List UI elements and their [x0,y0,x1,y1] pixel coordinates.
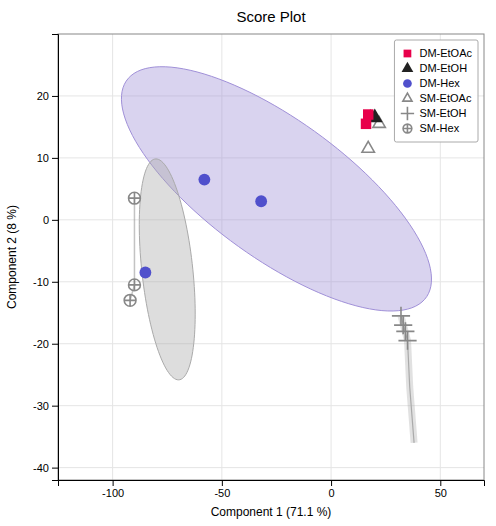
x-axis-tick-mark [113,480,114,486]
y-axis-tick: -40 [33,462,58,474]
x-axis-tick-mark [331,480,332,486]
point [124,294,136,306]
legend-entry: SM-EtOH [401,107,467,120]
x-axis-tick-label: -100 [102,487,124,499]
x-axis-tick-mark [440,480,441,486]
x-axis-tick: -100 [102,480,124,499]
legend-entry: SM-EtOAc [403,92,472,104]
y-axis-line [52,35,59,481]
y-axis: -40 -30 -20 -10 0 10 20 [33,35,58,481]
y-axis-tick-label: 0 [43,214,49,226]
plot-frame [58,34,484,480]
chart: -100-50050-40-30-20-1001020DM-EtOAcDM-Et… [0,0,496,526]
y-axis-tick: -10 [33,276,58,288]
y-axis-tick-mark [52,406,58,407]
legend-label: SM-Hex [419,122,459,134]
x-axis-line [59,481,485,487]
grid [58,34,484,480]
legend-label: DM-EtOAc [419,47,472,59]
y-axis-tick-mark [52,158,58,159]
point [255,195,267,207]
y-axis-tick-label: 10 [37,152,49,164]
y-axis-tick-mark [52,220,58,221]
x-axis-tick: -50 [214,480,230,499]
legend-symbol [403,124,412,133]
point [139,267,151,279]
y-axis-tick-mark [52,282,58,283]
legend-label: DM-EtOH [419,62,467,74]
x-axis-title: Component 1 (71.1 %) [211,505,332,519]
grid-line-y [58,467,484,468]
x-axis-tick-label: 0 [329,487,335,499]
y-axis-tick-label: -40 [33,462,49,474]
y-axis-tick: -30 [33,400,58,412]
grid-line-y [58,343,484,344]
x-axis-tick: 50 [435,480,447,499]
legend-entry: DM-EtOAc [404,47,473,59]
y-axis-tick-mark [52,344,58,345]
y-axis-tick: 0 [43,214,58,226]
legend-symbol [403,93,412,101]
legend-entry: SM-Hex [403,122,460,134]
legend-symbol [404,50,412,58]
y-axis-tick: 10 [37,152,58,164]
y-axis-tick: -20 [33,338,58,350]
point [361,119,371,129]
x-axis-tick-mark [222,480,223,486]
point [398,332,416,350]
grid-line-x [112,34,113,480]
legend-label: DM-Hex [419,77,460,89]
legend-symbol [401,107,414,120]
point [396,322,414,340]
series [139,174,267,279]
y-axis-tick-mark [52,96,58,97]
legend-entry: DM-Hex [403,77,460,89]
point [129,279,141,291]
y-axis-tick-label: -10 [33,276,49,288]
y-axis-tick-label: 20 [37,90,49,102]
grid-line-y [58,405,484,406]
point [129,192,141,204]
legend-entry: DM-EtOH [402,62,468,75]
plot-area: -100-50050-40-30-20-1001020DM-EtOAcDM-Et… [33,34,484,499]
point [362,141,374,152]
plot-background [58,34,484,480]
legend-box [394,40,478,142]
legend-symbol [402,62,414,72]
y-axis-tick-label: -20 [33,338,49,350]
point [392,307,410,325]
x-axis-tick-label: -50 [214,487,230,499]
title: Score Plot [236,8,306,25]
series [124,192,140,306]
x-axis-tick-label: 50 [435,487,447,499]
y-axis-tick: 20 [37,90,58,102]
legend-symbol [403,79,412,88]
series [392,307,417,350]
ellipse [139,159,195,380]
series [361,109,374,129]
point [198,174,210,186]
legend: DM-EtOAc DM-EtOH DM-Hex SM-EtOAc SM-EtOH SM-H… [394,40,478,142]
x-axis: -100 -50 0 50 [59,480,485,499]
y-axis-title: Component 2 (8 %) [5,205,19,309]
y-axis-tick-label: -30 [33,400,49,412]
legend-label: SM-EtOH [419,107,466,119]
marks [121,67,431,443]
legend-label: SM-EtOAc [419,92,471,104]
x-axis-tick: 0 [329,480,335,499]
point [363,109,373,119]
y-axis-tick-mark [52,468,58,469]
